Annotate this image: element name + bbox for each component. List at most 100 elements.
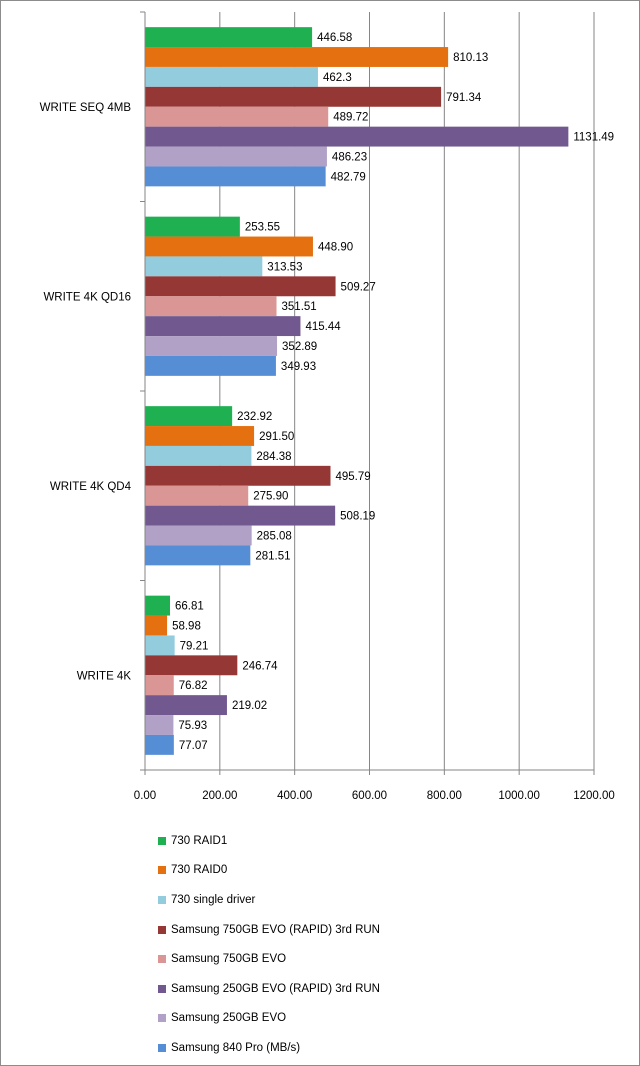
data-label: 285.08	[257, 531, 292, 543]
data-label: 219.02	[232, 700, 267, 712]
bar	[145, 635, 175, 656]
data-label: 495.79	[336, 471, 371, 483]
data-label: 291.50	[259, 431, 294, 443]
bar	[145, 27, 313, 48]
x-tick-label: 800.00	[427, 790, 462, 802]
chart-legend: 730 RAID1 730 RAID0 730 single driver Samsu…	[158, 826, 380, 1063]
legend-swatch	[158, 866, 166, 875]
legend-label: Samsung 250GB EVO (RAPID) 3rd RUN	[171, 982, 380, 995]
data-label: 76.82	[179, 680, 208, 692]
data-label: 349.93	[281, 361, 316, 373]
data-label: 66.81	[175, 601, 204, 613]
bar	[145, 445, 252, 466]
x-tick-label: 600.00	[352, 790, 387, 802]
data-label: 275.90	[253, 491, 288, 503]
bar	[145, 126, 569, 147]
legend-swatch	[158, 895, 166, 904]
legend-item: Samsung 250GB EVO (RAPID) 3rd RUN	[158, 974, 380, 1004]
bar	[145, 426, 255, 446]
bar	[145, 316, 301, 337]
category-label: WRITE 4K QD4	[50, 481, 132, 493]
category-label: WRITE 4K QD16	[43, 291, 131, 303]
data-label: 246.74	[242, 660, 278, 672]
legend-swatch	[158, 925, 166, 934]
bar	[145, 675, 174, 696]
data-label: 79.21	[180, 640, 209, 652]
bar	[145, 276, 336, 297]
data-label: 351.51	[282, 301, 317, 313]
legend-label: 730 RAID0	[171, 864, 228, 877]
legend-swatch	[158, 1043, 166, 1052]
bar	[145, 86, 442, 107]
data-label: 77.07	[179, 740, 208, 752]
bar	[145, 545, 251, 566]
legend-label: 730 RAID1	[171, 834, 228, 847]
data-label: 791.34	[446, 92, 482, 104]
x-tick-label: 1000.00	[498, 790, 540, 802]
data-label: 352.89	[282, 341, 317, 353]
bar	[145, 406, 233, 427]
x-tick-label: 200.00	[202, 790, 237, 802]
legend-label: Samsung 750GB EVO (RAPID) 3rd RUN	[171, 923, 380, 936]
data-label: 313.53	[267, 261, 302, 273]
bar	[145, 655, 238, 676]
data-label: 284.38	[256, 451, 291, 463]
legend-swatch	[158, 1014, 166, 1023]
data-label: 448.90	[318, 242, 353, 254]
legend-item: Samsung 750GB EVO	[158, 944, 380, 974]
data-label: 58.98	[172, 621, 201, 633]
data-label: 508.19	[340, 511, 375, 523]
legend-item: 730 single driver	[158, 885, 380, 915]
bar	[145, 715, 174, 735]
x-tick-label: 400.00	[277, 790, 312, 802]
category-label: WRITE SEQ 4MB	[40, 102, 132, 114]
bar	[145, 256, 263, 277]
legend-item: 730 RAID1	[158, 826, 380, 856]
legend-item: Samsung 750GB EVO (RAPID) 3rd RUN	[158, 915, 380, 945]
legend-item: 730 RAID0	[158, 856, 380, 886]
bar	[145, 47, 449, 67]
legend-label: Samsung 250GB EVO	[171, 1012, 287, 1025]
legend-item: Samsung 840 Pro (MB/s)	[158, 1033, 380, 1063]
legend-item: Samsung 250GB EVO	[158, 1004, 380, 1034]
category-label: WRITE 4K	[77, 670, 132, 682]
bar	[145, 615, 168, 636]
data-label: 253.55	[245, 222, 280, 234]
bar	[145, 595, 170, 616]
bar	[145, 236, 313, 257]
data-label: 810.13	[453, 52, 488, 64]
legend-label: 730 single driver	[171, 893, 256, 906]
bar	[145, 166, 326, 187]
x-tick-label: 1200.00	[573, 790, 615, 802]
bar	[145, 465, 331, 486]
bar	[145, 66, 318, 87]
bar	[145, 505, 336, 526]
legend-swatch	[158, 984, 166, 993]
legend-swatch	[158, 955, 166, 964]
bar	[145, 336, 278, 356]
data-label: 1131.49	[573, 132, 614, 144]
bar	[145, 695, 227, 716]
bar	[145, 146, 327, 167]
data-label: 489.72	[333, 112, 368, 124]
bar	[145, 355, 276, 376]
bar	[145, 296, 277, 317]
data-label: 462.3	[323, 72, 352, 84]
legend-label: Samsung 750GB EVO	[171, 953, 287, 966]
bar	[145, 216, 240, 237]
legend-swatch	[158, 836, 166, 845]
data-label: 232.92	[237, 411, 272, 423]
bar	[145, 485, 249, 506]
data-label: 486.23	[332, 152, 367, 164]
data-label: 509.27	[341, 281, 376, 293]
data-label: 482.79	[331, 171, 366, 183]
x-tick-label: 0.00	[134, 790, 156, 802]
bar	[145, 106, 329, 127]
legend-label: Samsung 840 Pro (MB/s)	[171, 1041, 301, 1054]
data-label: 281.51	[255, 550, 290, 562]
data-label: 75.93	[178, 720, 207, 732]
data-label: 415.44	[305, 321, 341, 333]
bar	[145, 734, 174, 755]
data-label: 446.58	[317, 32, 352, 44]
